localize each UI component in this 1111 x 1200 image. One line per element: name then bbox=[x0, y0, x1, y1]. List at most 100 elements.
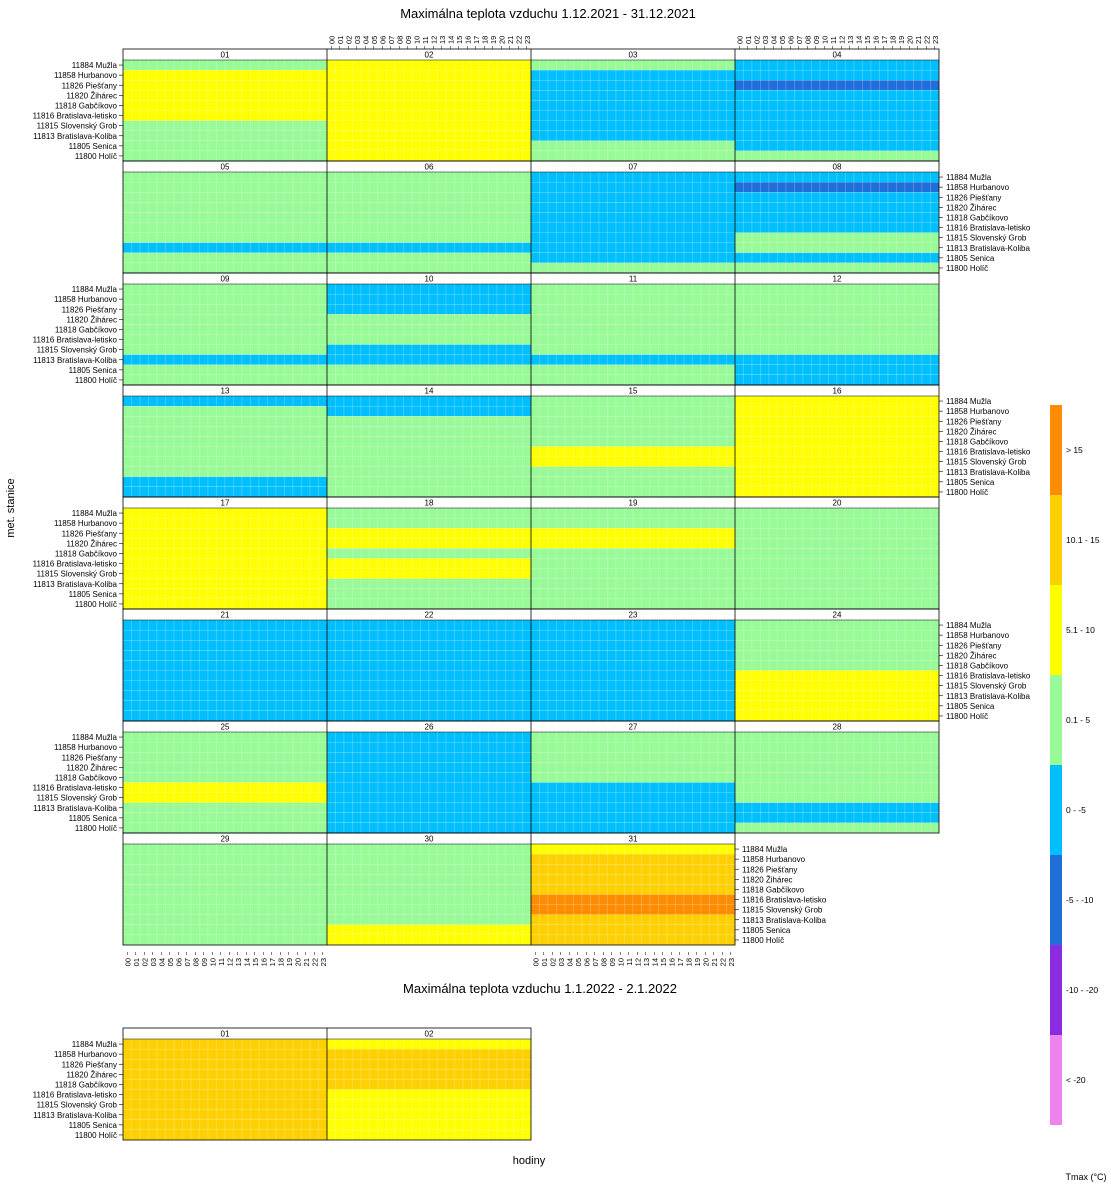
heatmap-cell bbox=[258, 630, 268, 641]
heatmap-cell bbox=[751, 426, 761, 437]
heatmap-cell bbox=[632, 466, 642, 477]
heatmap-cell bbox=[794, 598, 804, 610]
heatmap-cell bbox=[241, 588, 251, 599]
heatmap-cell bbox=[318, 640, 328, 651]
heatmap-cell bbox=[258, 140, 268, 151]
heatmap-cell bbox=[258, 283, 268, 295]
heatmap-cell bbox=[233, 670, 243, 681]
heatmap-cell bbox=[930, 446, 940, 457]
heatmap-cell bbox=[530, 456, 540, 467]
heatmap-cell bbox=[743, 374, 753, 386]
heatmap-cell bbox=[479, 252, 489, 263]
heatmap-cell bbox=[292, 466, 302, 477]
heatmap-cell bbox=[335, 294, 345, 305]
heatmap-cell bbox=[258, 456, 268, 467]
heatmap-cell bbox=[556, 202, 566, 213]
heatmap-cell bbox=[462, 192, 472, 203]
heatmap-cell bbox=[437, 416, 447, 427]
heatmap-cell bbox=[292, 680, 302, 691]
heatmap-cell bbox=[488, 192, 498, 203]
heatmap-cell bbox=[165, 426, 175, 437]
heatmap-cell bbox=[675, 324, 685, 335]
heatmap-cell bbox=[700, 588, 710, 599]
heatmap-cell bbox=[326, 212, 336, 223]
heatmap-cell bbox=[870, 90, 880, 101]
heatmap-cell bbox=[666, 364, 676, 375]
heatmap-cell bbox=[267, 466, 277, 477]
heatmap-cell bbox=[284, 558, 294, 569]
heatmap-cell bbox=[564, 436, 574, 447]
heatmap-cell bbox=[386, 558, 396, 569]
heatmap-cell bbox=[862, 192, 872, 203]
heatmap-cell bbox=[607, 232, 617, 243]
heatmap-cell bbox=[802, 538, 812, 549]
heatmap-cell bbox=[692, 558, 702, 569]
heatmap-cell bbox=[122, 70, 132, 81]
heatmap-cell bbox=[734, 171, 744, 183]
heatmap-cell bbox=[275, 630, 285, 641]
heatmap-cell bbox=[199, 548, 209, 559]
heatmap-cell bbox=[794, 395, 804, 407]
heatmap-cell bbox=[802, 518, 812, 529]
heatmap-cell bbox=[377, 252, 387, 263]
heatmap-cell bbox=[649, 456, 659, 467]
heatmap-cell bbox=[284, 598, 294, 610]
heatmap-cell bbox=[156, 283, 166, 295]
heatmap-cell bbox=[216, 578, 226, 589]
heatmap-cell bbox=[615, 406, 625, 417]
heatmap-cell bbox=[632, 304, 642, 315]
heatmap-cell bbox=[658, 364, 668, 375]
heatmap-cell bbox=[760, 528, 770, 539]
heatmap-cell bbox=[802, 212, 812, 223]
heatmap-cell bbox=[921, 314, 931, 325]
heatmap-cell bbox=[318, 630, 328, 641]
heatmap-cell bbox=[556, 232, 566, 243]
heatmap-cell bbox=[207, 640, 217, 651]
heatmap-cell bbox=[505, 588, 515, 599]
heatmap-cell bbox=[624, 294, 634, 305]
heatmap-cell bbox=[573, 222, 583, 233]
heatmap-cell bbox=[292, 538, 302, 549]
heatmap-cell bbox=[343, 528, 353, 539]
heatmap-cell bbox=[539, 426, 549, 437]
heatmap-cell bbox=[352, 548, 362, 559]
heatmap-cell bbox=[156, 70, 166, 81]
heatmap-cell bbox=[139, 150, 149, 162]
heatmap-cell bbox=[904, 202, 914, 213]
heatmap-cell bbox=[224, 100, 234, 111]
heatmap-cell bbox=[539, 374, 549, 386]
heatmap-cell bbox=[190, 660, 200, 671]
heatmap-cell bbox=[505, 90, 515, 101]
heatmap-cell bbox=[513, 80, 523, 91]
heatmap-cell bbox=[547, 374, 557, 386]
heatmap-cell bbox=[165, 100, 175, 111]
heatmap-cell bbox=[802, 486, 812, 498]
heatmap-cell bbox=[692, 486, 702, 498]
heatmap-cell bbox=[819, 262, 829, 274]
heatmap-cell bbox=[173, 90, 183, 101]
heatmap-cell bbox=[564, 466, 574, 477]
heatmap-cell bbox=[190, 406, 200, 417]
heatmap-cell bbox=[505, 252, 515, 263]
heatmap-cell bbox=[879, 436, 889, 447]
heatmap-cell bbox=[241, 640, 251, 651]
heatmap-cell bbox=[505, 538, 515, 549]
chart-title-january: Maximálna teplota vzduchu 1.1.2022 - 2.1… bbox=[403, 981, 677, 996]
heatmap-cell bbox=[641, 518, 651, 529]
heatmap-cell bbox=[547, 395, 557, 407]
heatmap-cell bbox=[802, 232, 812, 243]
heatmap-cell bbox=[811, 334, 821, 345]
heatmap-cell bbox=[675, 518, 685, 529]
heatmap-cell bbox=[785, 456, 795, 467]
heatmap-cell bbox=[598, 90, 608, 101]
heatmap-cell bbox=[904, 242, 914, 253]
heatmap-cell bbox=[343, 486, 353, 498]
heatmap-cell bbox=[896, 222, 906, 233]
heatmap-cell bbox=[224, 436, 234, 447]
heatmap-cell bbox=[505, 344, 515, 355]
heatmap-cell bbox=[564, 588, 574, 599]
heatmap-cell bbox=[190, 90, 200, 101]
heatmap-cell bbox=[445, 416, 455, 427]
heatmap-cell bbox=[709, 192, 719, 203]
heatmap-cell bbox=[513, 436, 523, 447]
